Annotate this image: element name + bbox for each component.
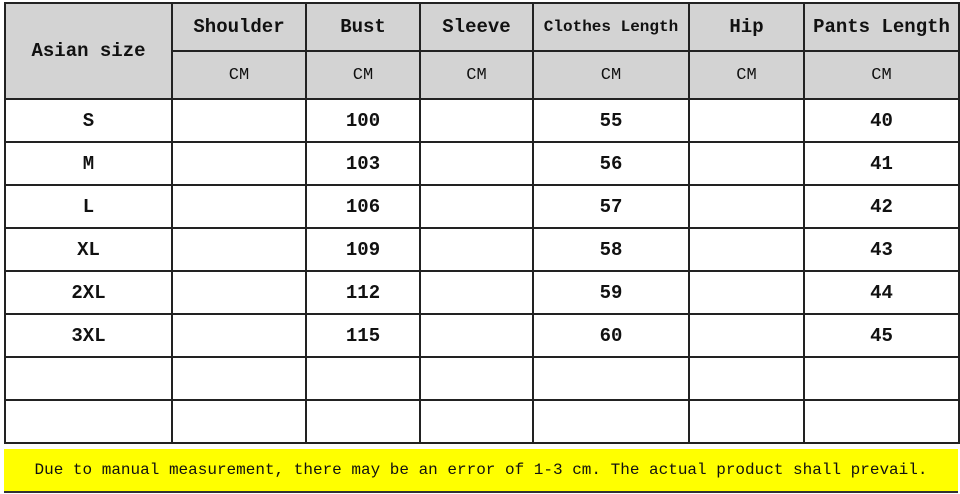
unit-cell: CM [532,50,690,100]
value-cell [419,98,534,143]
size-cell: 2XL [4,270,173,315]
table-row: M 103 56 41 [4,141,960,186]
value-cell [305,399,421,444]
value-cell [419,227,534,272]
value-cell: 40 [803,98,960,143]
measurement-note: Due to manual measurement, there may be … [4,449,958,493]
value-cell [419,270,534,315]
header-row: Asian size Shoulder Bust Sleeve Clothes … [4,2,960,100]
value-cell: 44 [803,270,960,315]
value-cell: 60 [532,313,690,358]
value-cell: 100 [305,98,421,143]
value-cell: 55 [532,98,690,143]
size-cell [4,399,173,444]
column-header-sleeve: Sleeve [419,2,534,52]
column-header-clothes-length: Clothes Length [532,2,690,52]
value-cell [688,98,805,143]
value-cell [419,399,534,444]
value-cell [171,184,307,229]
size-cell [4,356,173,401]
table-row: 3XL 115 60 45 [4,313,960,358]
table-row: XL 109 58 43 [4,227,960,272]
value-cell [688,184,805,229]
table-row: S 100 55 40 [4,98,960,143]
value-cell: 42 [803,184,960,229]
value-cell [688,227,805,272]
value-cell [532,399,690,444]
size-cell: L [4,184,173,229]
unit-cell: CM [419,50,534,100]
value-cell: 59 [532,270,690,315]
column-header-bust: Bust [305,2,421,52]
column-header-pants-length: Pants Length [803,2,960,52]
value-cell: 115 [305,313,421,358]
unit-cell: CM [171,50,307,100]
value-cell [419,184,534,229]
value-cell [532,356,690,401]
size-header: Asian size [4,2,173,100]
size-cell: M [4,141,173,186]
value-cell [803,356,960,401]
value-cell [171,141,307,186]
table-row [4,356,960,401]
unit-row: CM CM CM CM CM CM [5,50,960,100]
value-cell [803,399,960,444]
value-cell [419,313,534,358]
value-cell [688,399,805,444]
unit-cell: CM [305,50,421,100]
value-cell [171,356,307,401]
value-cell [305,356,421,401]
unit-cell: CM [688,50,805,100]
value-cell [171,399,307,444]
table-row [4,399,960,444]
value-cell [171,227,307,272]
value-cell: 56 [532,141,690,186]
value-cell: 58 [532,227,690,272]
value-cell: 41 [803,141,960,186]
value-cell [171,98,307,143]
value-cell: 45 [803,313,960,358]
value-cell: 103 [305,141,421,186]
column-header-hip: Hip [688,2,805,52]
size-cell: XL [4,227,173,272]
value-cell: 106 [305,184,421,229]
size-cell: S [4,98,173,143]
unit-cell: CM [803,50,960,100]
value-cell [171,270,307,315]
size-chart-table: Asian size Shoulder Bust Sleeve Clothes … [4,2,960,444]
value-cell: 57 [532,184,690,229]
value-cell [419,356,534,401]
value-cell [419,141,534,186]
value-cell [171,313,307,358]
value-cell: 112 [305,270,421,315]
size-cell: 3XL [4,313,173,358]
table-row: 2XL 112 59 44 [4,270,960,315]
column-header-shoulder: Shoulder [171,2,307,52]
table-row: L 106 57 42 [4,184,960,229]
value-cell [688,356,805,401]
value-cell [688,313,805,358]
value-cell: 43 [803,227,960,272]
value-cell [688,270,805,315]
value-cell [688,141,805,186]
value-cell: 109 [305,227,421,272]
